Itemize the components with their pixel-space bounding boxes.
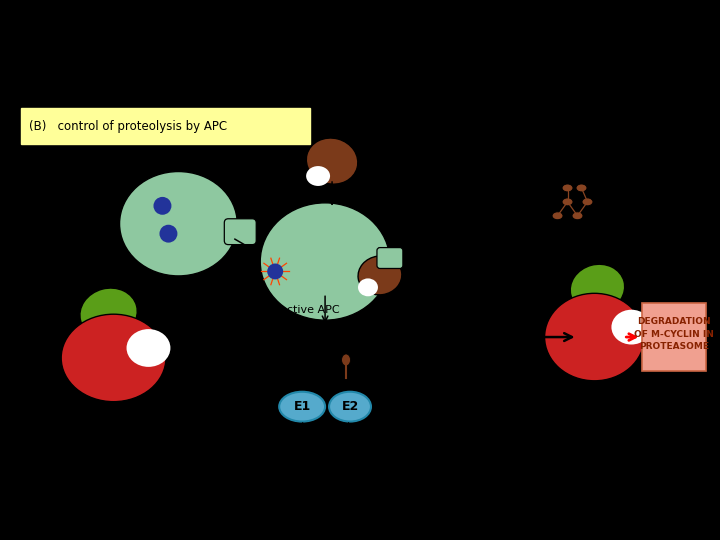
FancyBboxPatch shape: [377, 247, 403, 268]
Text: +: +: [319, 379, 331, 393]
Ellipse shape: [544, 293, 644, 381]
Text: inactive APC: inactive APC: [106, 278, 176, 287]
Text: Cdk: Cdk: [55, 409, 76, 420]
Text: DEGRADATION: DEGRADATION: [637, 316, 711, 326]
FancyBboxPatch shape: [21, 109, 310, 144]
Ellipse shape: [582, 198, 593, 206]
Ellipse shape: [80, 288, 138, 339]
Ellipse shape: [572, 212, 583, 220]
FancyBboxPatch shape: [225, 219, 256, 245]
Ellipse shape: [358, 256, 402, 295]
Text: E1: E1: [294, 400, 311, 413]
Text: M-cyclin: M-cyclin: [39, 287, 85, 298]
Text: OF M-CYCLIN IN: OF M-CYCLIN IN: [634, 329, 714, 339]
Ellipse shape: [570, 264, 625, 313]
Circle shape: [159, 225, 177, 242]
Text: (B)   control of proteolysis by APC: (B) control of proteolysis by APC: [29, 120, 227, 133]
Text: PROTEASOME: PROTEASOME: [639, 342, 709, 352]
Ellipse shape: [341, 354, 351, 366]
FancyBboxPatch shape: [642, 303, 706, 371]
Ellipse shape: [576, 184, 587, 192]
Ellipse shape: [306, 166, 330, 186]
Ellipse shape: [61, 314, 166, 402]
Ellipse shape: [306, 138, 358, 184]
Text: activating: activating: [390, 136, 446, 146]
Text: Figure 17–20 part 2 of 2. Molecular Biology of the Cell, 4th Edition.: Figure 17–20 part 2 of 2. Molecular Biol…: [23, 516, 350, 526]
Ellipse shape: [329, 392, 371, 422]
Text: multiubiquitin: multiubiquitin: [618, 186, 696, 196]
Ellipse shape: [562, 198, 573, 206]
Ellipse shape: [562, 184, 573, 192]
Text: ubiquitylation: ubiquitylation: [287, 422, 364, 431]
Text: E2: E2: [341, 400, 359, 413]
Circle shape: [153, 197, 171, 215]
Ellipse shape: [279, 392, 325, 422]
Ellipse shape: [611, 310, 652, 345]
Ellipse shape: [358, 279, 378, 296]
Ellipse shape: [127, 329, 171, 367]
Text: enzymes: enzymes: [300, 435, 350, 445]
Ellipse shape: [552, 212, 563, 220]
Ellipse shape: [120, 172, 238, 276]
Text: subunit (Cdc20): subunit (Cdc20): [390, 150, 479, 160]
Text: ): ): [355, 367, 363, 377]
Text: ubiquitin (: ubiquitin (: [280, 367, 337, 377]
Text: Clinical Significance: Sporadic colorectal cancer: Clinical Significance: Sporadic colorect…: [41, 17, 679, 42]
Text: (mitotic nondisjunction due to checkpoint malfunction): (mitotic nondisjunction due to checkpoin…: [35, 62, 685, 82]
Circle shape: [267, 264, 283, 279]
Ellipse shape: [260, 203, 390, 320]
Text: active APC: active APC: [280, 305, 340, 315]
Text: chain: chain: [618, 200, 648, 210]
